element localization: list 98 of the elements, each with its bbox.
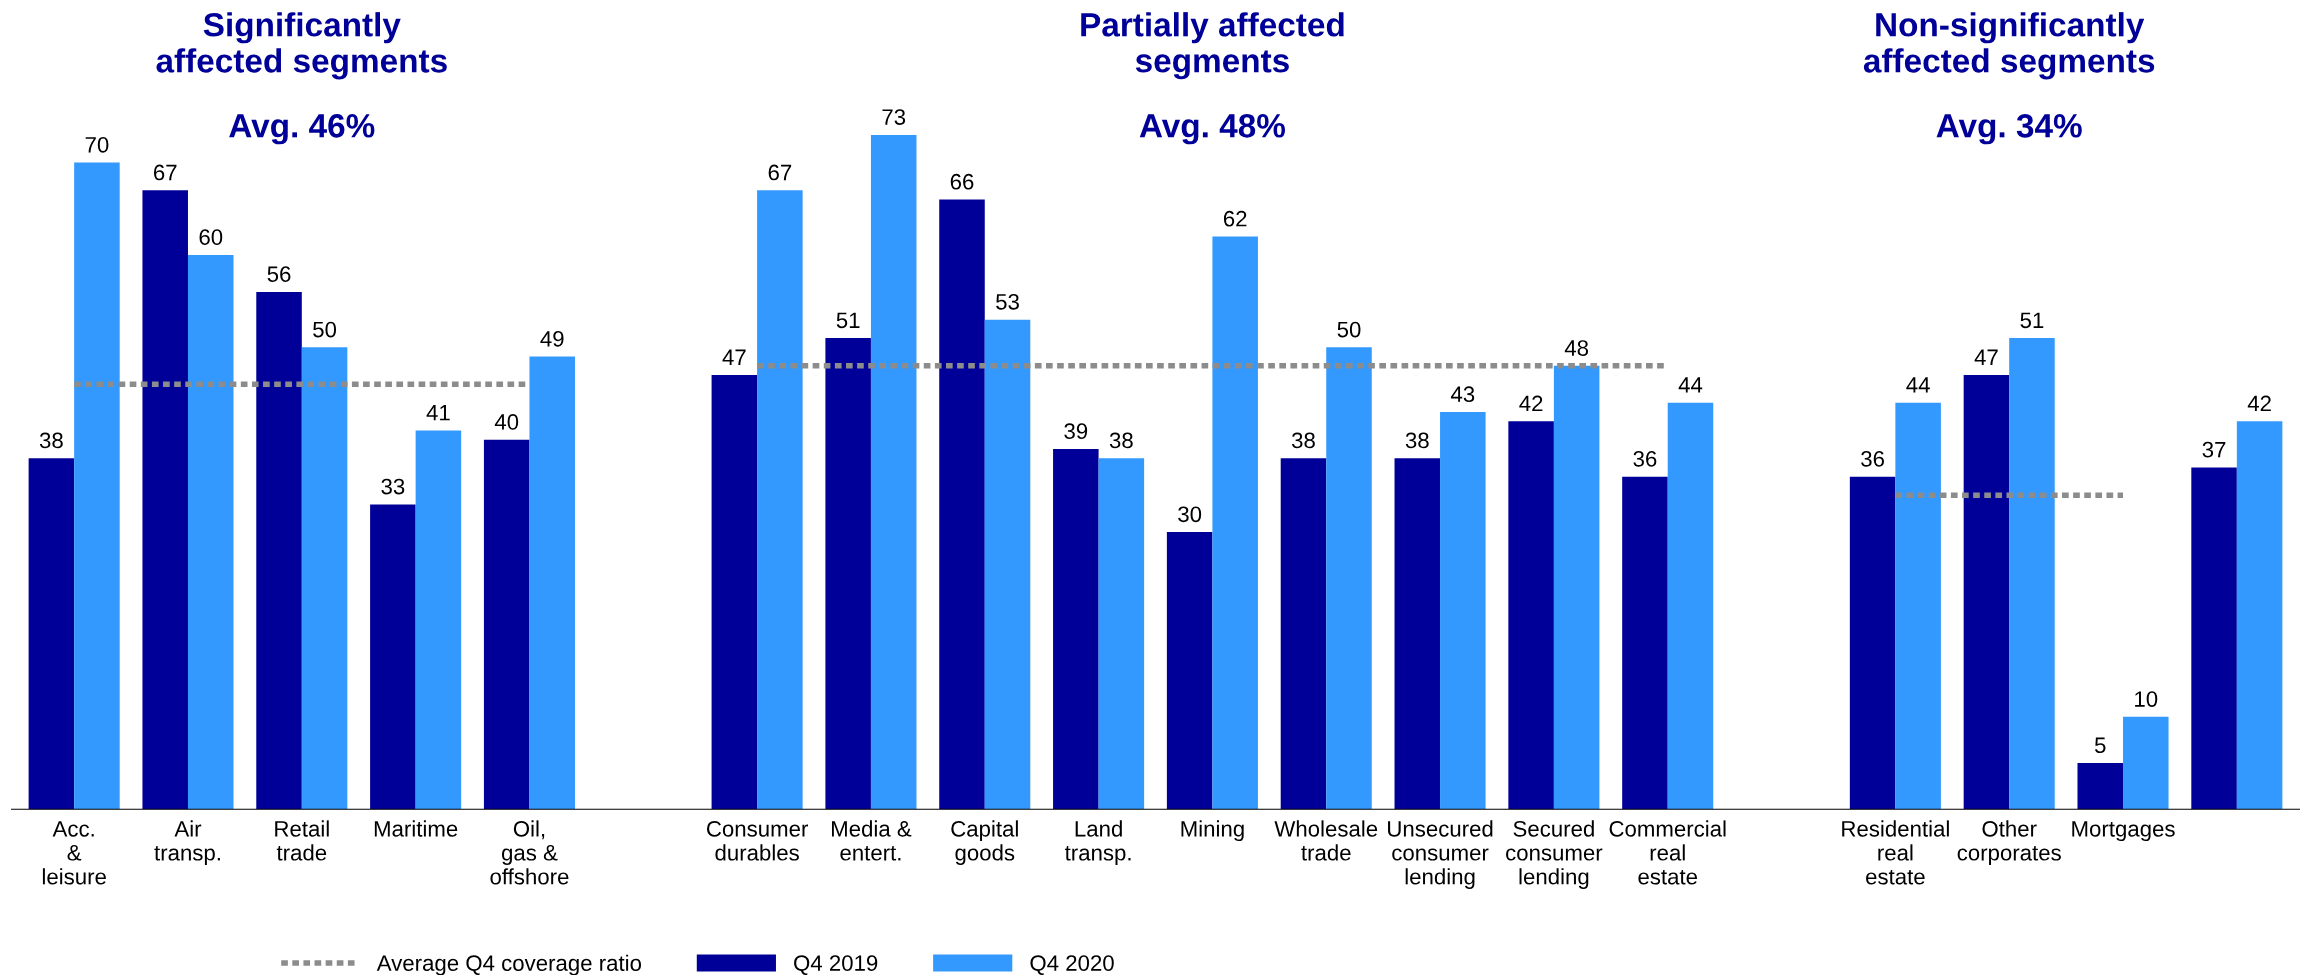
data-label: 51 <box>836 312 860 329</box>
text: Partially affected segments <box>1081 12 1344 80</box>
bar <box>2077 763 2124 810</box>
bar <box>825 338 871 810</box>
bar <box>1963 375 2010 810</box>
legend-label: Average Q4 coverage ratio <box>376 954 642 975</box>
legend-label: Q4 2020 <box>1030 955 1114 975</box>
bar <box>28 458 75 810</box>
data-label: 30 <box>1178 506 1202 523</box>
data-label: 5 <box>2094 737 2106 754</box>
data-label: 53 <box>996 293 1019 310</box>
data-label: 70 <box>85 136 109 153</box>
data-label: 42 <box>2247 395 2271 412</box>
bar <box>74 162 120 810</box>
data-label: 47 <box>1974 349 1998 365</box>
bar <box>1553 365 1600 810</box>
bar <box>1849 476 1896 810</box>
data-label: 56 <box>267 266 291 282</box>
bar <box>1280 458 1327 810</box>
data-label: 48 <box>1564 340 1589 356</box>
data-label: 36 <box>1633 451 1657 467</box>
bar <box>757 190 803 810</box>
x-tick-label: Land transp. <box>1064 820 1131 866</box>
data-label: 38 <box>1109 432 1133 449</box>
x-tick-label: Retail trade <box>275 820 329 861</box>
annotation: Avg. 34% <box>1936 114 2082 145</box>
bar <box>2236 421 2283 810</box>
x-tick-label: Maritime <box>374 820 458 837</box>
annotation: Avg. 46% <box>229 114 375 145</box>
bar <box>2009 338 2055 810</box>
data-label: 51 <box>2020 312 2044 329</box>
bar <box>1667 402 1714 810</box>
bar <box>1053 448 1099 810</box>
x-tick-label: Commercial real estate <box>1609 820 1726 885</box>
bar <box>301 347 348 810</box>
bar <box>1622 476 1668 810</box>
data-label: 60 <box>199 229 223 246</box>
data-label: 62 <box>1223 210 1247 227</box>
x-tick-label: Oil, gas & offshore <box>490 820 569 885</box>
bar <box>2191 467 2237 810</box>
x-tick-label: Acc. & leisure <box>42 821 106 885</box>
bar <box>256 291 302 810</box>
bar <box>711 375 758 810</box>
bar <box>142 190 188 810</box>
bar <box>984 319 1031 810</box>
data-label: 41 <box>426 405 450 421</box>
x-tick-label: Secured consumer lending <box>1506 820 1603 889</box>
data-label: 38 <box>1405 432 1429 449</box>
data-label: 66 <box>950 173 974 190</box>
data-label: 50 <box>313 321 337 338</box>
bar <box>1326 347 1372 810</box>
bar <box>1098 458 1145 810</box>
bar <box>1394 458 1441 810</box>
data-label: 39 <box>1064 423 1088 440</box>
data-label: 36 <box>1861 451 1884 467</box>
x-tick-label: Consumer durables <box>706 820 808 861</box>
data-label: 40 <box>494 414 519 430</box>
x-tick-label: Residential real estate <box>1842 820 1949 885</box>
x-tick-label: Media & entert. <box>832 820 912 861</box>
bar <box>529 356 575 810</box>
data-label: 37 <box>2202 441 2226 458</box>
bar <box>415 430 462 810</box>
data-label: 67 <box>153 164 177 181</box>
data-label: 43 <box>1450 386 1475 403</box>
bar <box>2123 716 2169 810</box>
bar <box>1440 412 1486 810</box>
data-label: 42 <box>1519 395 1543 412</box>
data-label: 33 <box>381 478 405 495</box>
x-tick-label: Air transp. <box>154 820 220 866</box>
x-tick-label: Mortgages <box>2072 821 2175 842</box>
text: Non-significantly affected segments <box>1863 12 2155 80</box>
x-tick-label: Wholesale trade <box>1274 820 1378 861</box>
data-label: 50 <box>1337 321 1361 338</box>
legend-label: Q4 2019 <box>794 955 878 975</box>
bar <box>187 254 234 810</box>
x-tick-label: Capital goods <box>951 820 1018 866</box>
data-label: 49 <box>540 330 564 347</box>
bar <box>370 504 416 810</box>
bar <box>1212 236 1258 810</box>
annotation: Avg. 48% <box>1139 114 1286 145</box>
bar <box>483 439 530 810</box>
bar <box>1508 421 1554 810</box>
data-label: 67 <box>768 164 792 181</box>
bar <box>1895 402 1941 810</box>
bar <box>1166 532 1213 810</box>
data-label: 38 <box>39 432 63 449</box>
x-tick-label: Mining <box>1181 820 1244 842</box>
x-tick-label: Other corporates <box>1957 820 2061 866</box>
bar <box>870 134 917 810</box>
data-label: 44 <box>1906 377 1930 393</box>
data-label: 47 <box>722 349 746 365</box>
data-label: 10 <box>2135 691 2158 707</box>
data-label: 44 <box>1678 377 1703 393</box>
text: Significantly affected segments <box>156 12 447 80</box>
data-label: 38 <box>1291 432 1315 449</box>
bar <box>939 199 985 810</box>
data-label: 73 <box>882 109 906 125</box>
x-tick-label: Unsecured consumer lending <box>1388 820 1493 889</box>
